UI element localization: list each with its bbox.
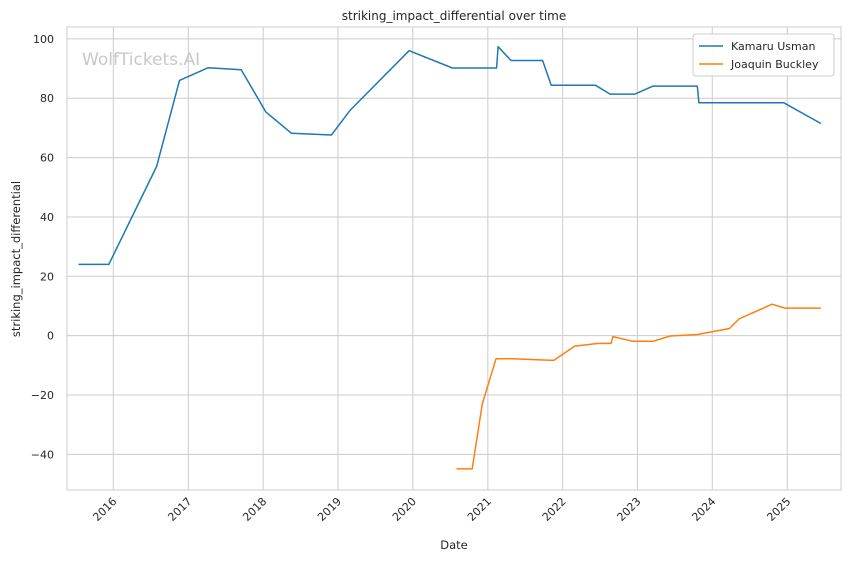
grid — [67, 27, 841, 490]
y-tick-label: 80 — [40, 92, 54, 105]
x-tick-label: 2019 — [315, 495, 344, 524]
series-line-kamaru-usman — [78, 45, 822, 266]
series-group — [78, 45, 822, 470]
x-tick-label: 2024 — [689, 495, 718, 524]
y-tick-label: 60 — [40, 152, 54, 165]
x-tick-label: 2020 — [390, 495, 419, 524]
legend: Kamaru Usman Joaquin Buckley — [692, 33, 835, 77]
watermark: WolfTickets.AI — [82, 50, 200, 70]
y-axis-ticks: −40 −20 0 20 40 60 80 100 — [31, 33, 54, 462]
y-tick-label: 100 — [33, 33, 54, 46]
x-axis-ticks: 2016 2017 2018 2019 2020 2021 2022 2023 2024 2025 — [90, 495, 793, 524]
y-tick-label: −40 — [31, 448, 54, 461]
y-tick-label: −20 — [31, 389, 54, 402]
legend-label: Kamaru Usman — [731, 40, 815, 53]
legend-box — [692, 33, 835, 77]
y-tick-label: 40 — [40, 211, 54, 224]
series-line-joaquin-buckley — [456, 303, 821, 470]
y-axis-label: striking_impact_differential — [9, 181, 23, 337]
plot-frame — [66, 26, 842, 491]
x-tick-label: 2018 — [240, 495, 269, 524]
x-tick-label: 2023 — [615, 495, 644, 524]
x-tick-label: 2016 — [90, 495, 119, 524]
y-tick-label: 0 — [47, 330, 54, 343]
chart-title: striking_impact_differential over time — [342, 9, 567, 23]
x-tick-label: 2025 — [764, 495, 793, 524]
y-tick-label: 20 — [40, 270, 54, 283]
x-tick-label: 2017 — [165, 495, 194, 524]
x-tick-label: 2022 — [540, 495, 569, 524]
plot-area — [67, 27, 841, 490]
x-tick-label: 2021 — [465, 495, 494, 524]
x-axis-label: Date — [440, 538, 468, 552]
legend-label: Joaquin Buckley — [730, 58, 819, 71]
